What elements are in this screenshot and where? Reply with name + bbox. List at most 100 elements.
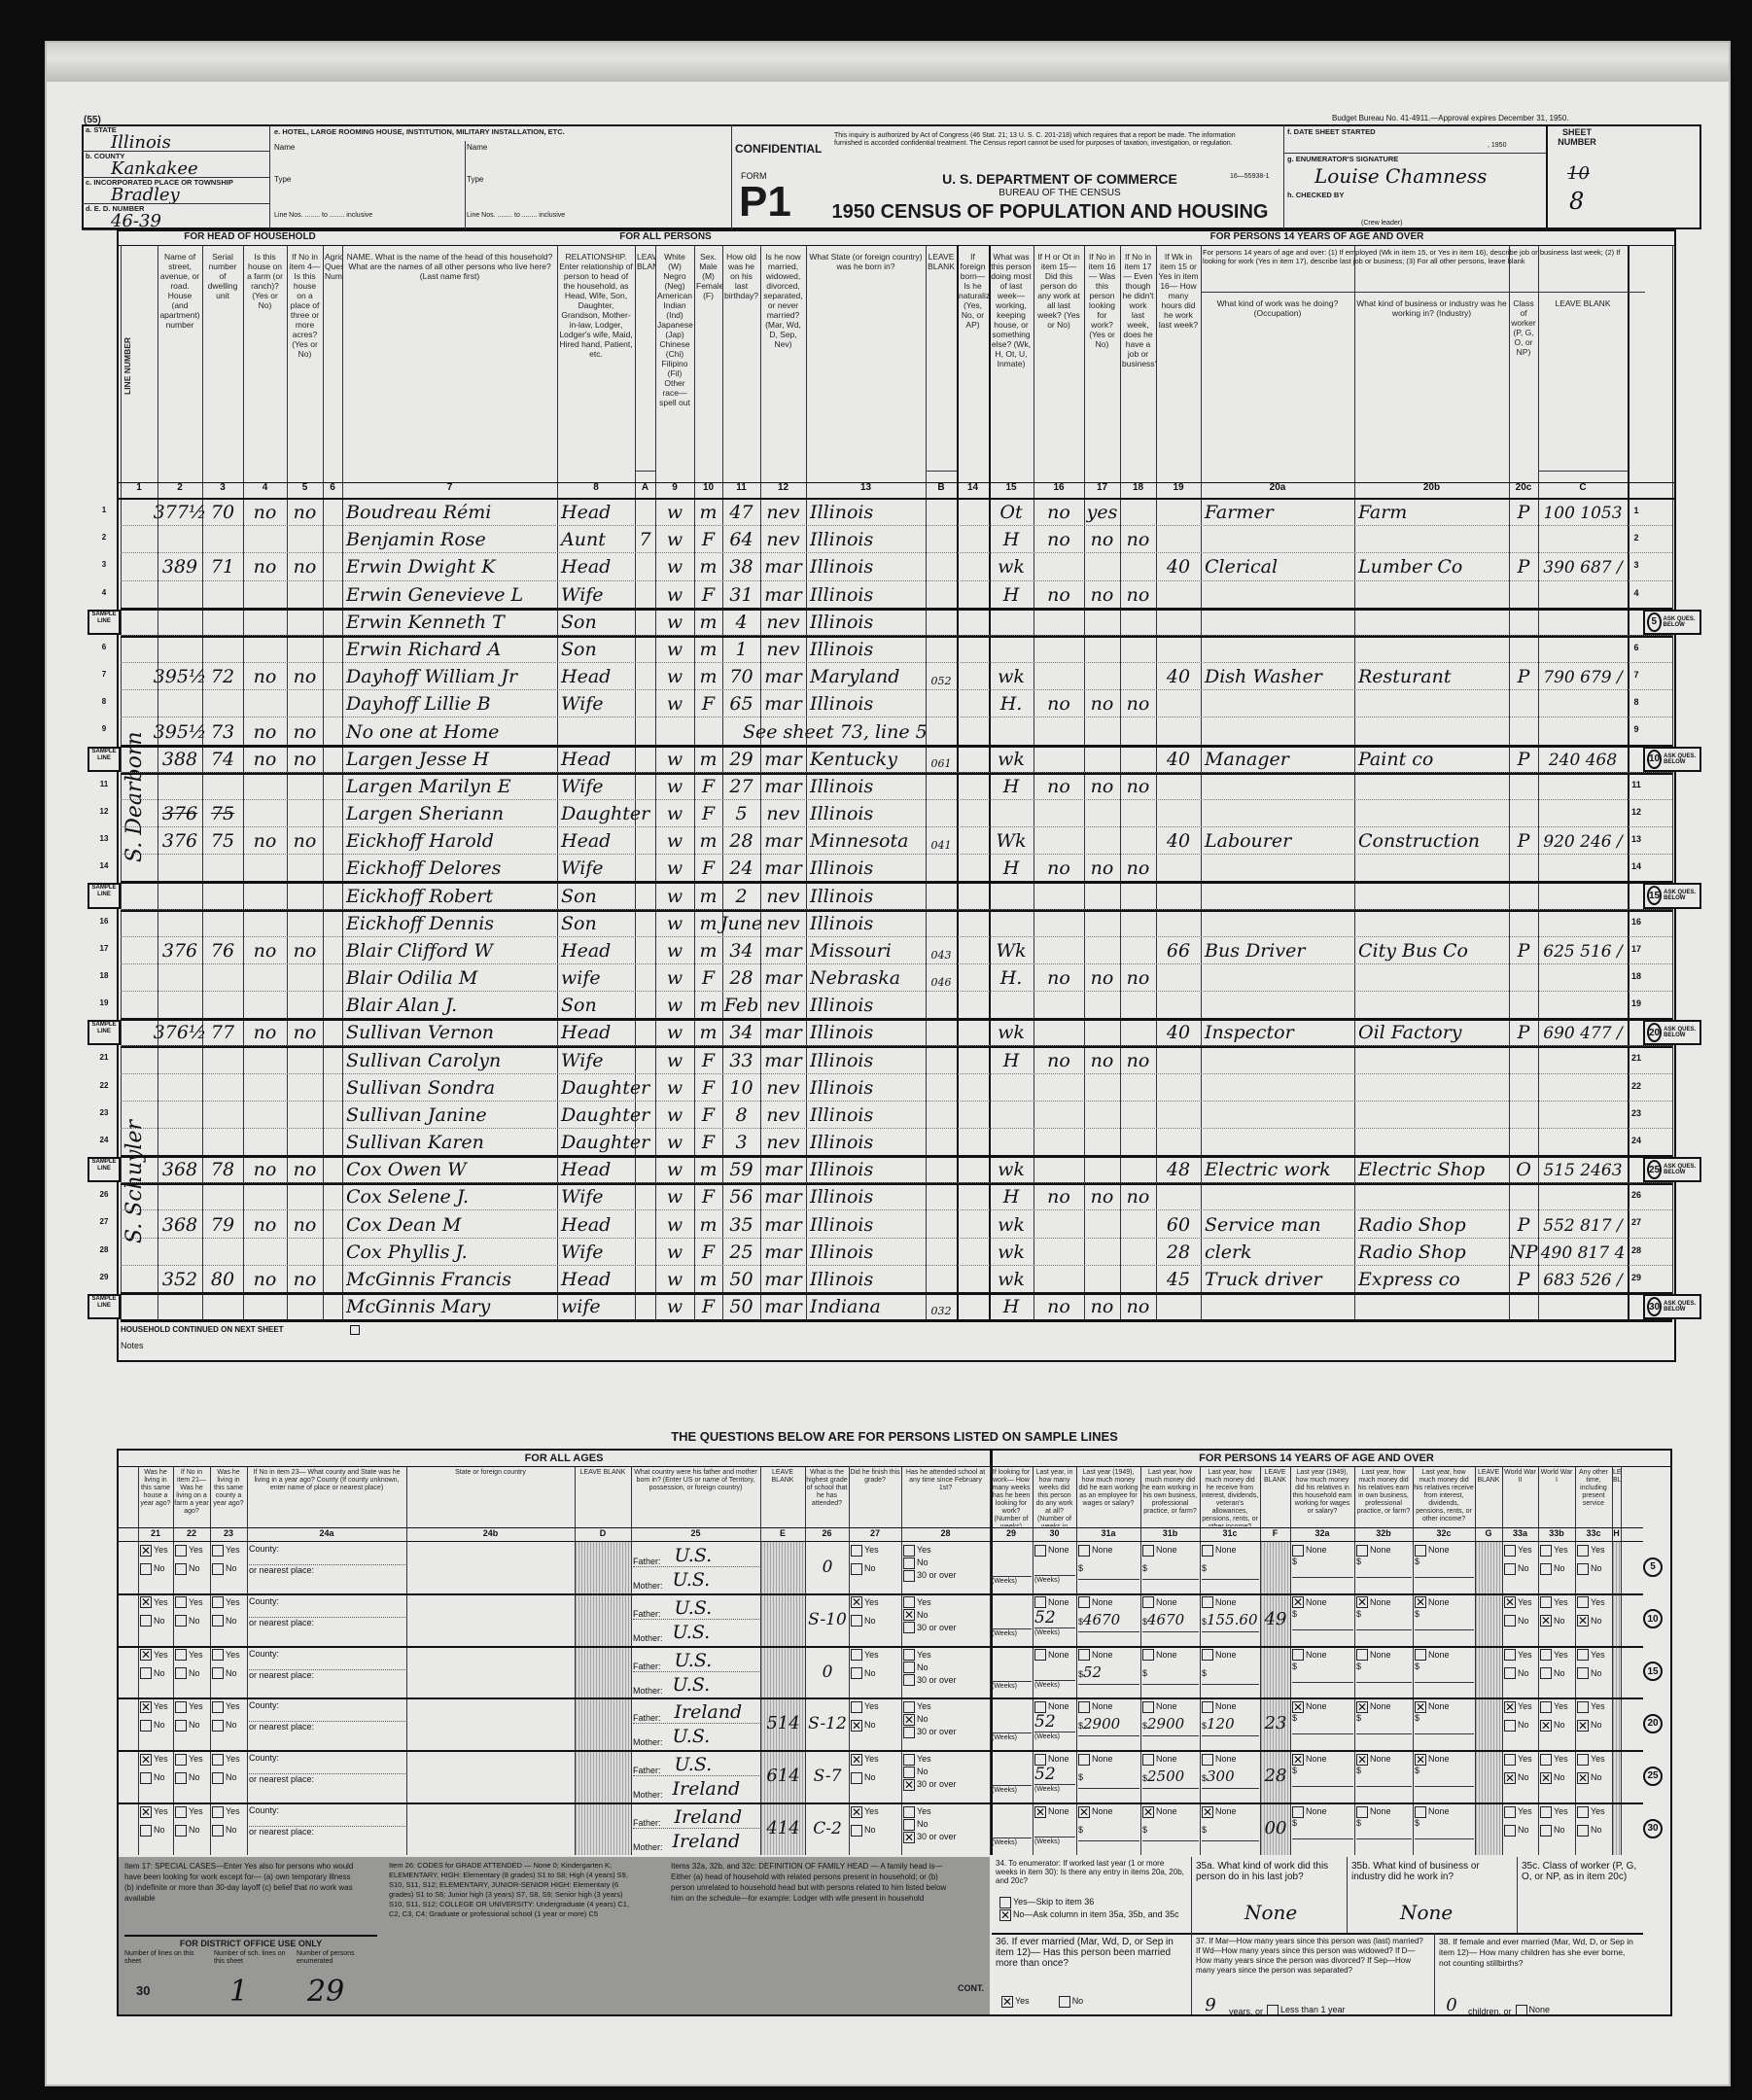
relatives-income-none[interactable]: ✕ None — [1292, 1596, 1353, 1609]
checkbox[interactable] — [1504, 1667, 1516, 1680]
s22-no[interactable]: No — [175, 1719, 209, 1732]
checkbox[interactable]: ✕ — [1540, 1614, 1552, 1628]
checkbox[interactable] — [851, 1544, 862, 1557]
income-none[interactable]: None — [1078, 1700, 1139, 1714]
checkbox[interactable] — [1577, 1596, 1589, 1609]
military-yes[interactable]: Yes — [1540, 1753, 1574, 1766]
checkbox[interactable] — [851, 1562, 862, 1575]
checkbox[interactable] — [175, 1596, 187, 1609]
relatives-income-none[interactable]: None — [1415, 1805, 1474, 1818]
checkbox[interactable]: ✕ — [140, 1752, 152, 1767]
military-yes[interactable]: Yes — [1577, 1805, 1611, 1818]
checkbox[interactable] — [212, 1771, 224, 1784]
checkbox[interactable] — [1415, 1649, 1426, 1662]
relatives-income-none[interactable]: None — [1356, 1805, 1412, 1818]
finished-no[interactable]: No — [851, 1771, 900, 1784]
checkbox[interactable] — [1058, 1995, 1070, 2008]
military-yes[interactable]: ✕ Yes — [1504, 1596, 1537, 1609]
school-yes[interactable]: Yes — [903, 1700, 989, 1714]
military-no[interactable]: No — [1540, 1824, 1574, 1837]
school-no[interactable]: No — [903, 1662, 989, 1674]
s23-yes[interactable]: Yes — [212, 1805, 246, 1818]
military-no[interactable]: No — [1504, 1667, 1537, 1680]
checkbox[interactable]: ✕ — [1415, 1595, 1426, 1610]
military-yes[interactable]: Yes — [1577, 1700, 1611, 1714]
military-no[interactable]: ✕ No — [1504, 1771, 1537, 1784]
s23-no[interactable]: No — [212, 1562, 246, 1575]
checkbox[interactable] — [1356, 1544, 1368, 1557]
s23-yes[interactable]: Yes — [212, 1649, 246, 1662]
checkbox[interactable]: ✕ — [1577, 1614, 1589, 1628]
relatives-income-none[interactable]: None — [1415, 1649, 1474, 1662]
school-yes[interactable]: Yes — [903, 1544, 989, 1557]
income-none[interactable]: ✕ None — [1078, 1805, 1139, 1818]
checkbox[interactable] — [212, 1824, 224, 1837]
checkbox[interactable]: ✕ — [903, 1830, 915, 1844]
checkbox[interactable] — [1078, 1544, 1090, 1557]
school-no[interactable]: ✕ No — [903, 1609, 989, 1622]
checkbox[interactable] — [903, 1701, 915, 1714]
checkbox[interactable]: ✕ — [1356, 1700, 1368, 1715]
checkbox[interactable] — [1540, 1596, 1552, 1609]
income-none[interactable]: None — [1202, 1596, 1259, 1609]
checkbox[interactable] — [1078, 1649, 1090, 1662]
q34-yes[interactable]: Yes—Skip to item 36 — [999, 1896, 1188, 1908]
checkbox[interactable] — [1078, 1701, 1090, 1714]
relatives-income-none[interactable]: ✕ None — [1415, 1753, 1474, 1766]
checkbox[interactable] — [212, 1753, 224, 1766]
school-yes[interactable]: Yes — [903, 1805, 989, 1818]
military-no[interactable]: No — [1577, 1667, 1611, 1680]
income-none[interactable]: None — [1202, 1544, 1259, 1557]
checkbox[interactable] — [1577, 1667, 1589, 1680]
checkbox[interactable] — [175, 1544, 187, 1557]
checkbox[interactable] — [1540, 1544, 1552, 1557]
school-30-over[interactable]: 30 or over — [903, 1569, 989, 1582]
military-no[interactable]: No — [1577, 1824, 1611, 1837]
checkbox[interactable]: ✕ — [1504, 1700, 1516, 1715]
finished-yes[interactable]: Yes — [851, 1649, 900, 1662]
checkbox[interactable] — [1577, 1824, 1589, 1837]
school-yes[interactable]: Yes — [903, 1753, 989, 1766]
s21-yes[interactable]: ✕ Yes — [140, 1753, 172, 1766]
checkbox[interactable] — [1504, 1824, 1516, 1837]
military-no[interactable]: No — [1540, 1667, 1574, 1680]
checkbox[interactable]: ✕ — [140, 1543, 152, 1558]
checkbox[interactable] — [1540, 1562, 1552, 1575]
s21-yes[interactable]: ✕ Yes — [140, 1544, 172, 1557]
school-30-over[interactable]: 30 or over — [903, 1622, 989, 1634]
relatives-income-none[interactable]: ✕ None — [1292, 1753, 1353, 1766]
checkbox[interactable] — [1415, 1544, 1426, 1557]
checkbox[interactable] — [851, 1824, 862, 1837]
military-no[interactable]: ✕ No — [1540, 1719, 1574, 1732]
relatives-income-none[interactable]: ✕ None — [1356, 1700, 1412, 1715]
children-none[interactable]: None — [1515, 2004, 1550, 2016]
checkbox[interactable] — [1142, 1596, 1154, 1609]
checkbox[interactable] — [1034, 1596, 1046, 1609]
s23-yes[interactable]: Yes — [212, 1544, 246, 1557]
finished-yes[interactable]: ✕ Yes — [851, 1596, 900, 1609]
s22-yes[interactable]: Yes — [175, 1544, 209, 1557]
checkbox[interactable] — [903, 1622, 915, 1634]
checkbox[interactable] — [1078, 1753, 1090, 1766]
checkbox[interactable] — [1202, 1701, 1213, 1714]
checkbox[interactable] — [140, 1720, 152, 1732]
s23-no[interactable]: No — [212, 1615, 246, 1628]
s22-no[interactable]: No — [175, 1615, 209, 1628]
checkbox[interactable] — [1504, 1615, 1516, 1628]
finished-yes[interactable]: Yes — [851, 1700, 900, 1714]
q36-yes[interactable]: ✕ Yes — [1001, 1995, 1030, 2008]
s21-yes[interactable]: ✕ Yes — [140, 1596, 172, 1609]
income-none[interactable]: None — [1078, 1544, 1139, 1557]
relatives-income-none[interactable]: ✕ None — [1356, 1753, 1412, 1766]
military-yes[interactable]: Yes — [1540, 1596, 1574, 1609]
s21-no[interactable]: No — [140, 1667, 172, 1680]
income-none[interactable]: None — [1078, 1753, 1139, 1766]
checkbox[interactable] — [140, 1615, 152, 1628]
income-none[interactable]: None — [1202, 1753, 1259, 1766]
military-no[interactable]: No — [1504, 1824, 1537, 1837]
checkbox[interactable] — [175, 1701, 187, 1714]
s21-no[interactable]: No — [140, 1562, 172, 1575]
income-none[interactable]: None — [1142, 1753, 1199, 1766]
s22-yes[interactable]: Yes — [175, 1805, 209, 1818]
s22-yes[interactable]: Yes — [175, 1649, 209, 1662]
